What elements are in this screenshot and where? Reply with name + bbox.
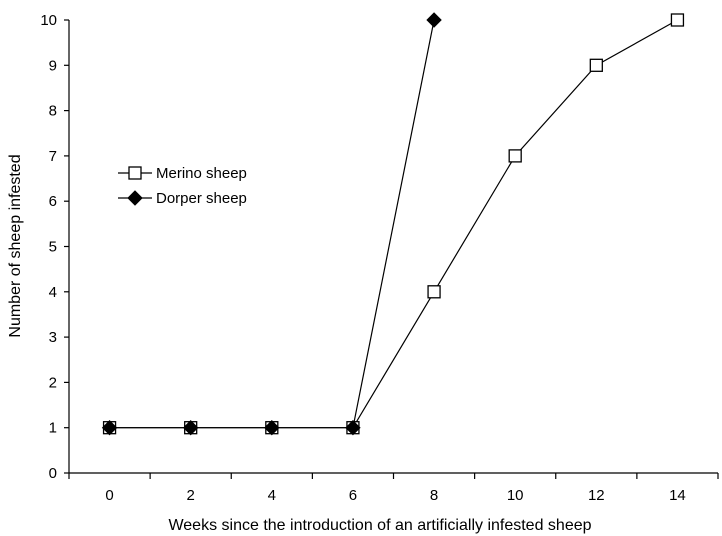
legend-square-icon [128,166,142,180]
x-tick-label: 2 [187,487,195,504]
y-axis-title: Number of sheep infested [7,154,24,337]
x-tick-label: 8 [430,487,438,504]
x-tick-label: 0 [105,487,113,504]
y-tick-label: 8 [49,103,57,120]
series-dorper-sheep [101,12,442,436]
data-point [182,419,199,436]
x-axis-title: Weeks since the introduction of an artif… [168,517,591,534]
data-point [508,149,522,163]
y-tick-label: 5 [49,239,57,256]
y-tick-label: 9 [49,57,57,74]
data-point [589,58,603,72]
y-tick-label: 7 [49,148,57,165]
y-tick-label: 3 [49,329,57,346]
legend-item: Merino sheep [118,165,247,182]
legend-diamond-icon [127,190,143,206]
legend-label: Merino sheep [156,165,247,182]
y-tick-label: 1 [49,420,57,437]
y-tick-label: 4 [49,284,57,301]
y-tick-label: 10 [40,12,57,29]
data-point [101,419,118,436]
y-tick-label: 0 [49,465,57,482]
data-point [345,419,361,436]
x-tick-label: 12 [588,487,605,504]
y-tick-label: 6 [49,193,57,210]
x-tick-label: 6 [349,487,357,504]
data-point [427,285,441,299]
y-tick-label: 2 [49,374,57,391]
series-layer [101,12,685,436]
x-tick-label: 4 [268,487,276,504]
x-tick-label: 14 [669,487,686,504]
legend-label: Dorper sheep [156,190,247,207]
data-point [670,13,685,27]
legend: Merino sheep Dorper sheep [118,165,247,207]
legend-item: Dorper sheep [118,190,247,207]
data-point [426,12,442,28]
series-line [109,19,435,429]
data-point [264,419,280,436]
x-tick-label: 10 [507,487,524,504]
